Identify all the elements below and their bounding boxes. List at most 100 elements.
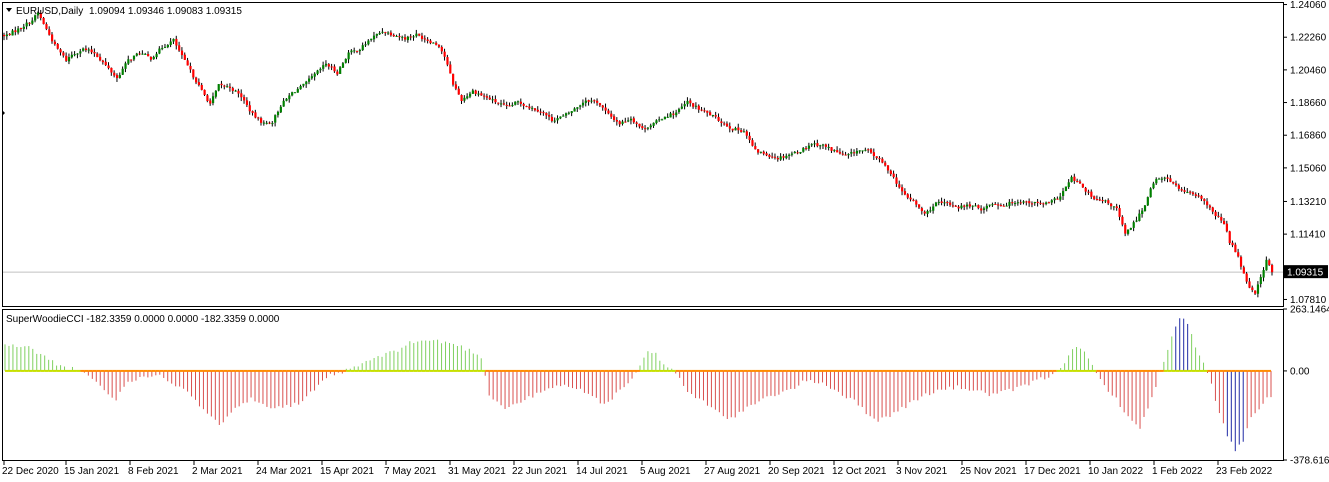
candle-body (144, 53, 147, 55)
candle-body (799, 151, 802, 154)
candle-body (1155, 179, 1158, 184)
candle-body (172, 38, 175, 42)
candle-body (449, 64, 452, 74)
candle-body (432, 42, 435, 44)
candle-body (381, 31, 384, 33)
candle-body (494, 99, 497, 103)
candle-body (1107, 200, 1110, 204)
candle-body (533, 108, 537, 111)
candle-body (697, 105, 700, 110)
candle-body (1095, 199, 1099, 201)
candle-body (1073, 176, 1076, 181)
candle-body (542, 112, 545, 114)
candle-body (511, 104, 514, 106)
main-header: EURUSD,Daily 1.09094 1.09346 1.09083 1.0… (6, 6, 242, 17)
indicator-header: SuperWoodieCCI -182.3359 0.0000 0.0000 -… (6, 314, 280, 325)
candle-body (754, 146, 757, 150)
candle-body (305, 81, 308, 85)
candle-body (1214, 211, 1217, 217)
candle-body (991, 204, 994, 206)
candle-body (612, 116, 616, 120)
date-tick-label: 22 Dec 2020 (2, 466, 59, 477)
candle-body (892, 173, 895, 178)
candle-body (248, 105, 251, 112)
candle-body (564, 113, 568, 116)
price-tick-label: 1.07810 (1290, 295, 1327, 306)
candle-body (313, 73, 316, 77)
date-tick-label: 15 Jan 2021 (64, 466, 119, 477)
candle-body (288, 95, 291, 100)
candle-body (737, 127, 740, 131)
candle-body (141, 53, 144, 55)
candle-body (34, 15, 37, 21)
candle-body (259, 118, 263, 123)
date-tick-label: 20 Sep 2021 (768, 466, 825, 477)
candle-body (234, 90, 237, 92)
date-tick-label: 17 Dec 2021 (1024, 466, 1081, 477)
candle-body (195, 77, 198, 83)
triangle-down-icon[interactable] (6, 8, 12, 12)
candle-body (951, 205, 955, 207)
candle-body (1197, 195, 1200, 197)
candle-body (1090, 191, 1093, 197)
candle-body (686, 100, 689, 105)
candle-body (505, 104, 508, 106)
candle-body (1160, 178, 1164, 180)
candle-body (48, 29, 51, 35)
candle-body (161, 48, 164, 50)
candle-body (1022, 201, 1025, 203)
candle-body (680, 106, 683, 109)
candle-body (1166, 177, 1169, 179)
candle-body (618, 121, 621, 125)
candle-body (1242, 267, 1245, 274)
candle-body (841, 153, 844, 155)
candle-body (562, 115, 565, 117)
candle-body (853, 152, 856, 154)
candle-body (994, 203, 997, 205)
candle-body (183, 54, 186, 60)
candle-body (988, 204, 991, 206)
candle-body (39, 12, 42, 19)
candle-body (788, 154, 791, 157)
price-pane-frame (2, 2, 1284, 307)
candle-body (655, 120, 658, 124)
candle-body (700, 109, 703, 111)
candle-body (624, 121, 627, 123)
candle-body (1008, 201, 1011, 206)
candle-body (1265, 259, 1268, 271)
candle-body (740, 130, 743, 132)
candle-body (463, 97, 466, 101)
candle-body (819, 145, 822, 147)
candle-body (500, 103, 503, 105)
candle-body (1011, 202, 1014, 204)
candle-body (387, 32, 390, 34)
candle-body (593, 100, 596, 102)
candle-body (19, 28, 23, 30)
candle-body (93, 52, 96, 54)
candle-body (14, 30, 17, 33)
candle-body (872, 152, 876, 157)
candle-body (1059, 196, 1062, 200)
candle-body (1268, 260, 1271, 266)
candle-body (392, 35, 395, 37)
candle-body (409, 36, 412, 38)
candle-body (1033, 201, 1036, 204)
candle-body (257, 117, 260, 119)
candle-body (1076, 180, 1079, 182)
candle-body (779, 156, 782, 160)
candle-body (420, 35, 424, 39)
candle-body (336, 71, 339, 75)
candle-body (1239, 256, 1243, 267)
candle-body (731, 128, 734, 131)
candle-body (28, 22, 31, 24)
candle-body (932, 206, 935, 211)
candle-body (460, 95, 463, 101)
candle-body (206, 95, 209, 102)
candle-body (1062, 191, 1065, 197)
candle-body (485, 96, 489, 98)
candle-body (347, 52, 350, 60)
candle-body (861, 150, 864, 152)
candle-body (138, 53, 141, 55)
candle-body (446, 57, 449, 65)
